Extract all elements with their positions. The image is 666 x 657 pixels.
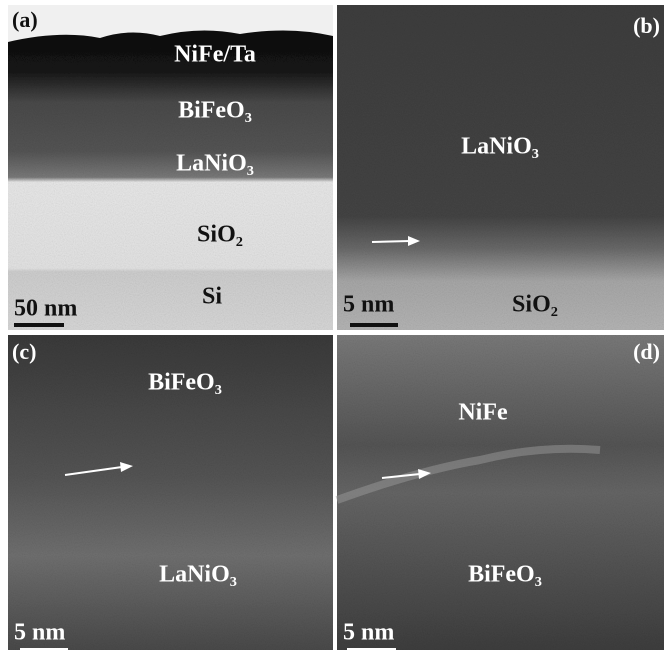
layer-label: SiO₂ [512, 292, 558, 318]
micrograph [8, 5, 333, 330]
scale-bar-label: 5 nm [343, 620, 394, 646]
layer-label: BiFeO₃ [468, 562, 542, 588]
layer-label: NiFe [458, 400, 508, 426]
layer-label: BiFeO₃ [148, 370, 222, 396]
scale-bar-label: 50 nm [14, 296, 77, 322]
scale-bar-label: 5 nm [14, 620, 65, 646]
layer-label: LaNiO₃ [176, 151, 254, 177]
panel-d: (d) NiFe BiFeO₃ 5 nm [337, 335, 664, 650]
panel-a: (a) NiFe/Ta BiFeO₃ LaNiO₃ SiO₂ Si 50 nm [8, 5, 333, 330]
panel-label: (c) [12, 339, 36, 364]
layer-label: NiFe/Ta [174, 42, 256, 68]
micrograph [337, 335, 664, 650]
layer-label: BiFeO₃ [178, 98, 252, 124]
panel-label: (d) [633, 339, 660, 364]
layer-label: LaNiO₃ [461, 134, 539, 160]
layer-label: SiO₂ [197, 222, 243, 248]
panel-label: (b) [633, 13, 660, 38]
panel-label: (a) [12, 7, 38, 32]
layer-label: Si [202, 284, 222, 310]
micrograph [337, 5, 664, 330]
panel-b: (b) LaNiO₃ SiO₂ 5 nm [337, 5, 664, 330]
scale-bar-label: 5 nm [343, 292, 394, 318]
panel-c: (c) BiFeO₃ LaNiO₃ 5 nm [8, 335, 333, 650]
figure: (a) NiFe/Ta BiFeO₃ LaNiO₃ SiO₂ Si 50 nm … [0, 0, 666, 657]
layer-label: LaNiO₃ [159, 562, 237, 588]
